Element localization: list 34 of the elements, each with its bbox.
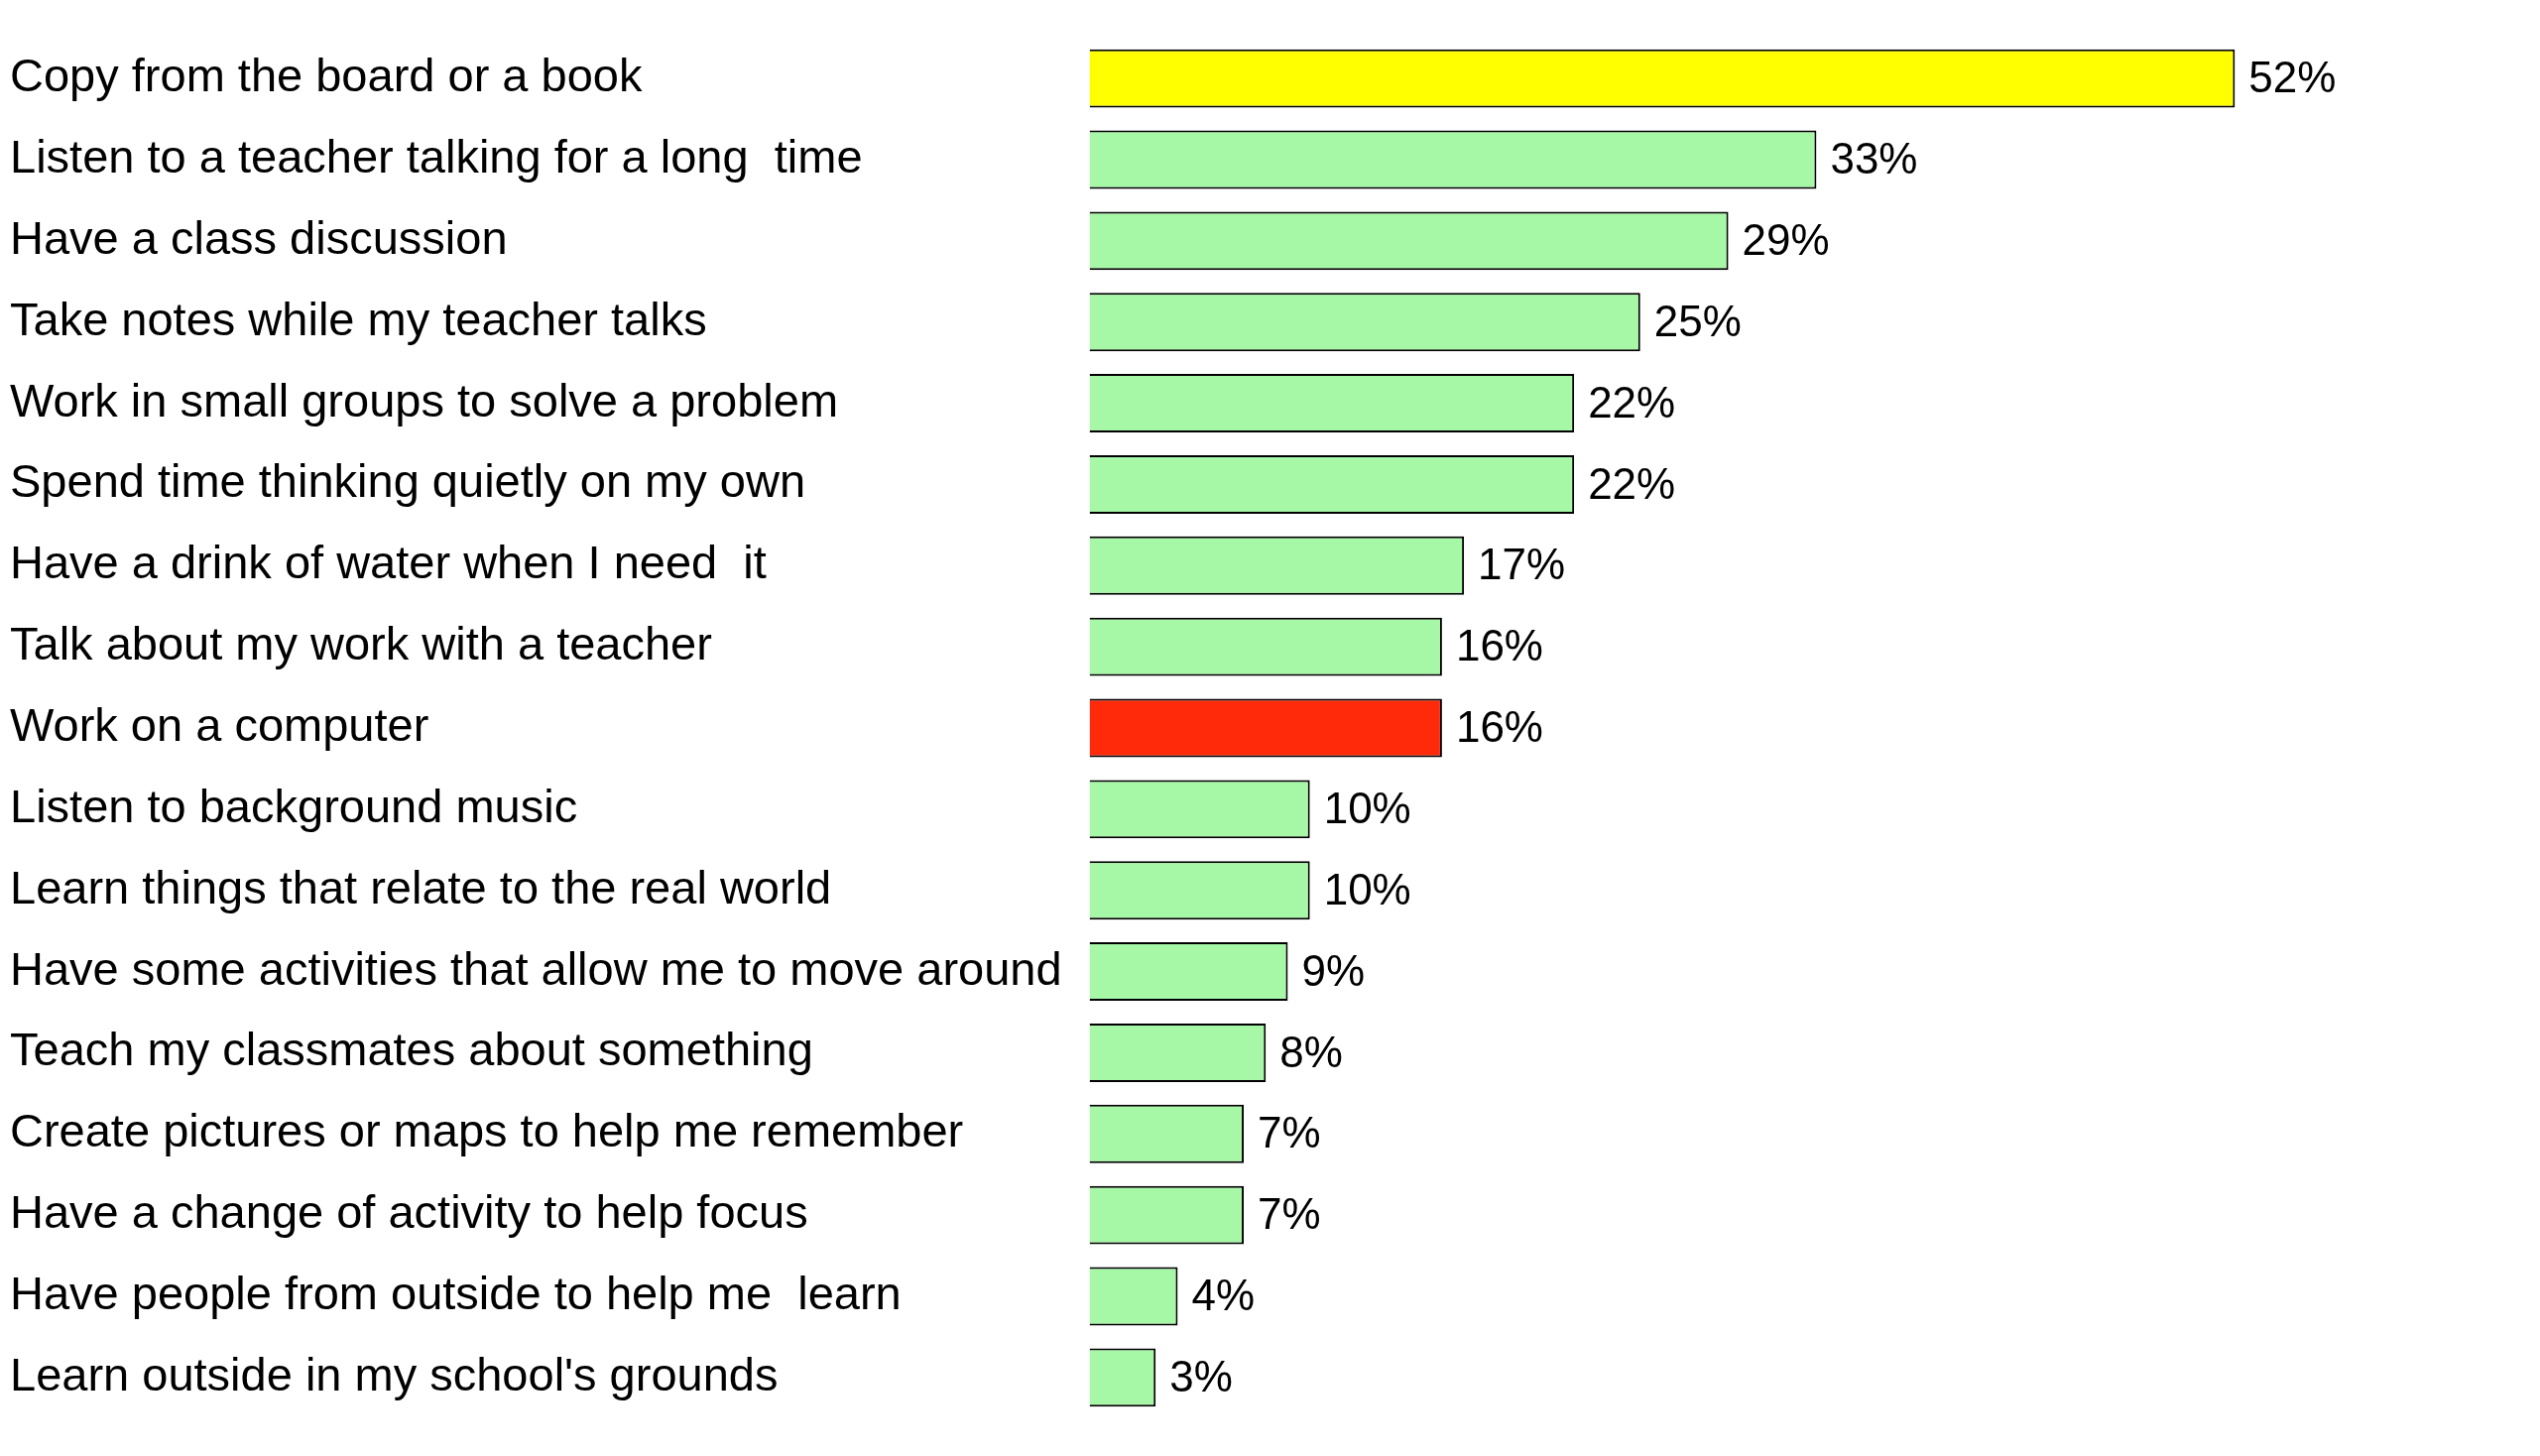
y-tick-label: Learn outside in my school's grounds — [10, 1347, 779, 1400]
y-tick-label: Teach my classmates about something — [10, 1023, 813, 1076]
y-tick-label: Listen to background music — [10, 779, 578, 832]
data-label: 7% — [1258, 1108, 1321, 1157]
data-label: 33% — [1830, 134, 1918, 183]
y-tick-label: Listen to a teacher talking for a long time — [10, 129, 863, 182]
data-label: 17% — [1478, 540, 1566, 589]
y-tick-label: Take notes while my teacher talks — [10, 292, 707, 345]
data-label: 4% — [1191, 1271, 1256, 1320]
y-tick-label: Have a class discussion — [10, 210, 508, 264]
data-label: 29% — [1742, 214, 1830, 264]
y-tick-label: Talk about my work with a teacher — [10, 617, 712, 670]
y-tick-label: Spend time thinking quietly on my own — [10, 454, 806, 508]
y-tick-label: Have some activities that allow me to move around — [10, 941, 1062, 995]
y-tick-label: Learn things that relate to the real world — [10, 860, 832, 913]
data-label: 8% — [1279, 1027, 1343, 1076]
data-label: 9% — [1301, 945, 1366, 995]
y-tick-label: Work in small groups to solve a problem — [10, 373, 839, 426]
y-tick-label: Have a change of activity to help focus — [10, 1185, 808, 1239]
data-label: 16% — [1455, 621, 1543, 670]
data-label: 3% — [1169, 1352, 1233, 1401]
y-tick-label: Have people from outside to help me learn — [10, 1266, 902, 1319]
data-label: 10% — [1323, 864, 1411, 913]
y-tick-label: Work on a computer — [10, 697, 429, 751]
data-label: 22% — [1588, 377, 1676, 426]
data-label: 52% — [2248, 53, 2337, 102]
y-tick-label: Copy from the board or a book — [10, 49, 643, 102]
data-label: 25% — [1653, 296, 1742, 345]
data-label: 10% — [1323, 784, 1411, 832]
data-label: 16% — [1455, 702, 1543, 752]
data-label: 7% — [1258, 1189, 1321, 1239]
y-tick-label: Have a drink of water when I need it — [10, 536, 767, 589]
y-tick-label: Create pictures or maps to help me remember — [10, 1104, 964, 1157]
data-label: 22% — [1588, 458, 1676, 508]
